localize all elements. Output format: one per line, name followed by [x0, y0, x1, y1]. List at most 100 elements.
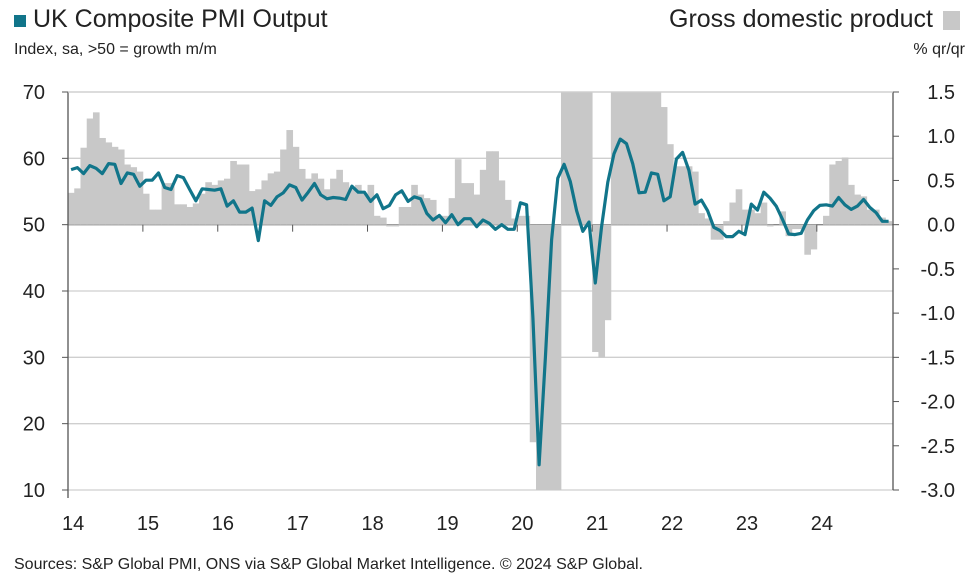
gdp-bar [766, 224, 774, 227]
gdp-bar [80, 147, 88, 225]
x-tick-label: 22 [661, 513, 683, 535]
gdp-bar [885, 221, 893, 225]
gdp-bar [386, 224, 393, 227]
gdp-bar [567, 92, 574, 225]
gdp-bar [604, 224, 612, 321]
gdp-bar [342, 182, 350, 225]
gdp-bar [242, 164, 250, 225]
gdp-bar [685, 166, 693, 225]
gdp-bar [854, 194, 861, 225]
gdp-bar [704, 218, 712, 225]
x-tick-label: 15 [137, 513, 159, 535]
gdp-bar [174, 204, 181, 225]
right-tick-label: -0.5 [921, 259, 955, 281]
gdp-bar [741, 209, 749, 225]
gdp-bar [292, 146, 300, 225]
gdp-bar [317, 178, 325, 225]
gdp-bar [623, 92, 630, 225]
right-tick-label: 1.0 [927, 126, 955, 148]
gdp-bar [679, 166, 687, 225]
gdp-bar [592, 224, 599, 353]
gdp-bar [698, 213, 705, 225]
gdp-bar [729, 202, 737, 225]
gdp-bar [117, 149, 125, 225]
gdp-bar [798, 224, 805, 230]
gdp-bar [829, 164, 836, 225]
gdp-bar [230, 160, 237, 225]
gdp-bar [585, 92, 593, 225]
left-tick-label: 40 [23, 281, 45, 303]
gdp-bar [373, 215, 381, 225]
gdp-bar [298, 168, 306, 225]
gdp-bar [255, 189, 262, 225]
gdp-bar [554, 224, 562, 490]
gdp-bar [517, 215, 524, 225]
right-axis-unit: % qr/qr [913, 41, 965, 58]
gdp-bar [573, 92, 581, 225]
gdp-bar [548, 224, 556, 490]
source-note: Sources: S&P Global PMI, ONS via S&P Glo… [14, 556, 643, 573]
gdp-bar [866, 209, 874, 225]
gdp-bar [99, 137, 106, 225]
left-tick-label: 20 [23, 414, 45, 436]
right-tick-label: 1.5 [927, 82, 955, 104]
gdp-bar [835, 160, 843, 225]
x-tick-label: 24 [811, 513, 833, 535]
gdp-bar [536, 224, 543, 490]
gdp-bar [199, 193, 206, 225]
gdp-bar [810, 224, 818, 250]
gdp-bar [598, 224, 606, 358]
gdp-bar [236, 164, 244, 225]
gdp-bar [754, 213, 762, 225]
gdp-bar [823, 215, 830, 225]
x-tick-label: 19 [436, 513, 458, 535]
gdp-bar [361, 193, 368, 225]
gdp-bar [448, 198, 456, 225]
right-tick-label: -1.0 [921, 303, 955, 325]
gdp-bar [635, 92, 643, 225]
gdp-bar [454, 159, 462, 225]
gdp-bar [124, 164, 131, 225]
gdp-legend-swatch [943, 11, 960, 30]
right-tick-label: -3.0 [921, 480, 955, 502]
x-tick-label: 20 [511, 513, 533, 535]
gdp-bar [579, 92, 587, 225]
gdp-bar [180, 204, 187, 225]
x-tick-label: 17 [287, 513, 309, 535]
gdp-bar [872, 209, 880, 225]
gdp-bar [461, 183, 468, 225]
gdp-bar [411, 184, 418, 225]
x-tick-label: 23 [736, 513, 758, 535]
gdp-bar [367, 184, 375, 225]
gdp-bar [355, 184, 362, 225]
gdp-bar [348, 189, 356, 225]
gdp-bar [648, 92, 655, 225]
gdp-bar [86, 118, 94, 225]
gdp-bar [149, 209, 156, 225]
gdp-bar [68, 192, 75, 225]
gdp-bar [417, 194, 425, 225]
gdp-bar [710, 224, 718, 240]
gdp-bar [473, 194, 481, 225]
gdp-bar [205, 182, 212, 225]
gdp-bar [111, 146, 119, 225]
right-tick-label: -1.5 [921, 347, 955, 369]
gdp-bar [311, 173, 318, 225]
right-tick-label: 0.5 [927, 170, 955, 192]
gdp-bar [785, 224, 793, 237]
gdp-bar [217, 180, 225, 225]
gdp-bar [280, 149, 287, 225]
gdp-bar [791, 224, 799, 230]
gdp-bar [498, 180, 506, 225]
gdp-bar [654, 92, 662, 225]
left-axis-unit: Index, sa, >50 = growth m/m [14, 41, 217, 58]
x-tick-label: 18 [362, 513, 384, 535]
left-tick-label: 50 [23, 215, 45, 237]
gdp-bar [511, 218, 518, 225]
right-tick-label: -2.5 [921, 436, 955, 458]
gdp-bar [848, 184, 855, 225]
gdp-bar [492, 151, 499, 225]
gdp-bar [167, 183, 175, 225]
gdp-bar [404, 206, 412, 225]
